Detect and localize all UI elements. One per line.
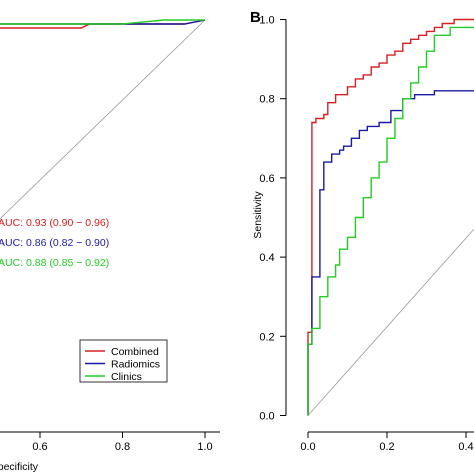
- panel-a-x-tick-label: 0.6: [32, 441, 47, 453]
- panel-a-x-axis-label: Specificity: [0, 461, 39, 473]
- panel-b-x-tick-label: 0.2: [379, 441, 394, 453]
- panel-a-legend-label: Combined: [111, 346, 159, 358]
- panel-b-x-tick-label: 0.0: [300, 441, 315, 453]
- panel-a-legend-label: Radiomics: [111, 359, 160, 371]
- panel-a-auc-label: AUC: 0.86 (0.82 − 0.90): [0, 237, 109, 249]
- panel-b-y-tick-label: 0.0: [259, 411, 274, 423]
- panel-b-roc-line-clinics: [307, 26, 474, 416]
- panel-b-letter: B: [250, 9, 261, 26]
- panel-a-x-tick-label: 1.0: [197, 441, 212, 453]
- panel-b-y-tick-label: 0.6: [259, 173, 274, 185]
- panel-b-x-tick-label: 0.4: [458, 441, 473, 453]
- panel-b-y-tick-label: 0.2: [259, 331, 274, 343]
- panel-a-x-tick-label: 0.8: [115, 441, 130, 453]
- panel-a-roc-line-clinics: [0, 19, 205, 25]
- panel-b-y-tick-label: 0.4: [259, 252, 274, 264]
- panel-a-auc-label: AUC: 0.93 (0.90 − 0.96): [0, 217, 109, 229]
- panel-a-diagonal: [0, 19, 206, 220]
- panel-a-auc-label: AUC: 0.88 (0.85 − 0.92): [0, 257, 109, 269]
- panel-b-y-tick-label: 1.0: [259, 15, 274, 27]
- panel-b-y-axis-label: Sensitivity: [252, 191, 264, 239]
- panel-b-roc-line-radiomics: [307, 90, 474, 416]
- panel-a-legend-label: Clinics: [111, 371, 142, 383]
- panel-b-y-tick-label: 0.8: [259, 94, 274, 106]
- panel-a-legend-box: [79, 339, 168, 383]
- panel-b-roc-line-combined: [307, 18, 474, 416]
- panel-b-diagonal: [307, 228, 474, 416]
